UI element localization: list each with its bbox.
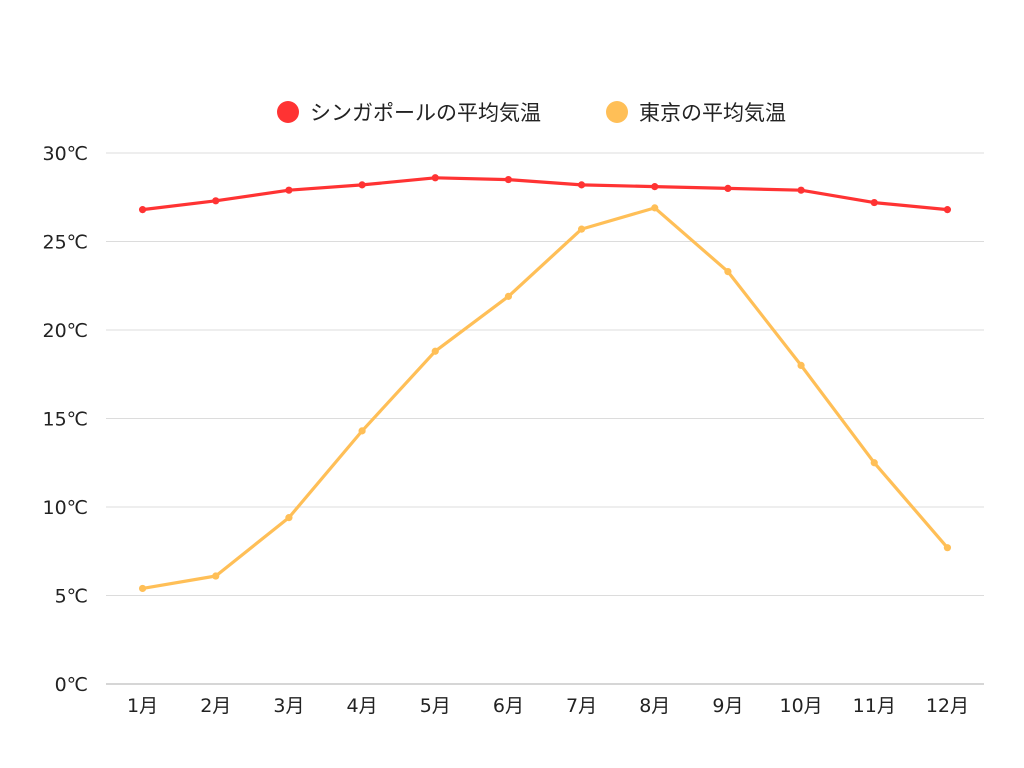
x-tick-label: 7月 (566, 695, 597, 717)
x-tick-label: 8月 (639, 695, 670, 717)
y-tick-label: 5℃ (55, 586, 88, 608)
y-tick-label: 30℃ (42, 143, 88, 165)
legend-item-1[interactable]: 東京の平均気温 (606, 101, 786, 125)
y-tick-label: 15℃ (42, 409, 88, 431)
data-point (138, 584, 147, 593)
series-lines (138, 174, 952, 593)
data-point (797, 361, 805, 369)
x-tick-label: 10月 (779, 695, 822, 717)
x-tick-label: 5月 (420, 695, 451, 717)
legend-marker (277, 101, 299, 123)
data-point (651, 183, 659, 191)
x-axis: 1月 2月 3月 4月 5月 6月 7月 8月 9月 10月 11月 12月 (106, 683, 984, 717)
data-point (651, 204, 659, 212)
legend-item-0[interactable]: シンガポールの平均気温 (277, 101, 541, 125)
data-point (577, 225, 586, 233)
data-point (504, 175, 513, 184)
data-point (358, 181, 366, 189)
x-tick-label: 1月 (127, 695, 158, 717)
y-tick-label: 25℃ (42, 232, 88, 254)
legend-label: シンガポールの平均気温 (310, 101, 541, 125)
legend-marker (606, 101, 628, 123)
data-point (431, 347, 439, 355)
data-point (943, 544, 952, 552)
data-point (943, 206, 952, 214)
series-line-1 (141, 206, 950, 591)
legend[interactable]: シンガポールの平均気温 東京の平均気温 (277, 101, 786, 125)
data-point (358, 427, 366, 435)
data-point (285, 186, 293, 194)
data-point (504, 292, 513, 300)
y-axis: 0℃ 5℃ 10℃ 15℃ 20℃ 25℃ 30℃ (42, 143, 88, 696)
x-tick-label: 9月 (712, 695, 743, 717)
data-point (577, 181, 586, 189)
data-point (724, 184, 732, 192)
data-point (431, 174, 439, 182)
data-point (212, 197, 220, 205)
y-tick-label: 0℃ (55, 674, 88, 696)
data-point (870, 459, 878, 467)
data-point (797, 186, 805, 194)
data-point (138, 206, 147, 214)
x-tick-label: 2月 (200, 695, 231, 717)
series-line-0 (141, 176, 950, 212)
x-tick-label: 4月 (347, 695, 378, 717)
data-point (870, 198, 878, 207)
gridlines (106, 152, 984, 596)
data-point (212, 572, 220, 580)
y-tick-label: 20℃ (42, 320, 88, 342)
data-point (724, 267, 732, 276)
data-point (285, 514, 293, 522)
x-tick-label: 11月 (853, 695, 896, 717)
y-tick-label: 10℃ (42, 497, 88, 519)
legend-label: 東京の平均気温 (639, 101, 786, 125)
x-tick-label: 12月 (926, 695, 969, 717)
x-tick-label: 3月 (273, 695, 304, 717)
x-tick-label: 6月 (493, 695, 524, 717)
